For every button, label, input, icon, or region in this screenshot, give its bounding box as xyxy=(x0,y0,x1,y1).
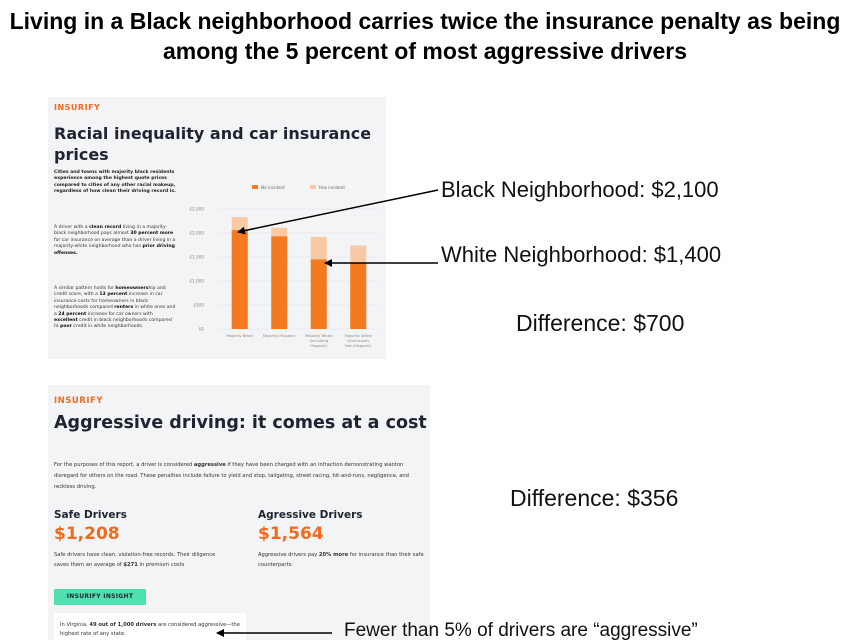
bar-chart-svg: $0 $500 $1,000 $1,500 $2,000 $2,500 No inciden… xyxy=(189,185,378,348)
panel1-paragraph-3: A similar pattern holds for homeownershi… xyxy=(54,286,176,330)
panel2-intro: For the purposes of this report, a drive… xyxy=(54,462,409,490)
safe-drivers-block: Safe Drivers $1,208 Safe drivers have cl… xyxy=(54,509,224,570)
insurify-insight-badge: INSURIFY INSIGHT xyxy=(54,589,146,605)
x-tick-label: (Exclusively xyxy=(347,338,370,343)
aggressive-drivers-amount: $1,564 xyxy=(258,524,324,544)
difference-356-annotation: Difference: $356 xyxy=(510,485,679,511)
aggressive-drivers-block: Agressive Drivers $1,564 Aggressive driv… xyxy=(258,509,428,570)
insurify-logo: INSURIFY xyxy=(54,396,103,406)
bar-no-incident xyxy=(310,259,327,329)
bar-no-incident xyxy=(271,236,288,329)
aggressive-driving-panel: INSURIFY Aggressive driving: it comes at… xyxy=(48,385,430,640)
black-arrow xyxy=(237,189,439,235)
insight-card: In Virginia, 49 out of 1,000 drivers are… xyxy=(54,613,246,640)
aggressive-drivers-label: Agressive Drivers xyxy=(258,509,363,521)
legend-swatch xyxy=(310,185,316,189)
y-tick-label: $0 xyxy=(199,327,205,332)
x-tick-label: Non-Hispanic) xyxy=(345,343,372,348)
safe-drivers-amount: $1,208 xyxy=(54,524,120,544)
white-neighborhood-annotation: White Neighborhood: $1,400 xyxy=(441,242,722,267)
x-tick-label: Majority White xyxy=(305,333,333,338)
safe-drivers-desc: Safe drivers have clean, violation-free … xyxy=(54,552,216,568)
panel1-paragraph-2: A driver with a clean record living in a… xyxy=(54,225,176,256)
legend-label: Has incident xyxy=(319,185,345,190)
panel2-title: Aggressive driving: it comes at a cost xyxy=(54,413,427,433)
aggressive-share-annotation: Fewer than 5% of drivers are “aggressive… xyxy=(344,620,698,640)
x-tick-label: Majority Black xyxy=(226,333,254,338)
x-tick-label: Majority White xyxy=(344,333,372,338)
x-tick-label: (Including xyxy=(309,338,328,343)
black-neighborhood-annotation: Black Neighborhood: $2,100 xyxy=(441,177,719,202)
panel1-title: Racial inequality and car insurance pric… xyxy=(54,124,372,164)
panel1-paragraph-1: Cities and towns with majority black res… xyxy=(54,170,176,195)
quote-price-chart: $0 $500 $1,000 $1,500 $2,000 $2,500 No inciden… xyxy=(178,177,383,357)
y-tick-label: $500 xyxy=(193,303,204,308)
y-tick-label: $2,500 xyxy=(189,207,204,212)
bar-no-incident xyxy=(231,230,248,329)
racial-inequality-panel: INSURIFY Racial inequality and car insur… xyxy=(48,97,386,359)
bar-no-incident xyxy=(350,263,367,329)
y-tick-label: $1,000 xyxy=(189,279,204,284)
insight-text: In Virginia, 49 out of 1,000 drivers are… xyxy=(60,622,240,637)
y-tick-label: $2,000 xyxy=(189,231,204,236)
legend-swatch xyxy=(252,185,258,189)
aggressive-drivers-desc: Aggressive drivers pay 20% more for insu… xyxy=(258,552,424,568)
insurify-logo: INSURIFY xyxy=(54,103,101,112)
difference-700-annotation: Difference: $700 xyxy=(516,310,685,336)
headline: Living in a Black neighborhood carries t… xyxy=(9,8,841,64)
y-tick-label: $1,500 xyxy=(189,255,204,260)
x-tick-label: Hispanic) xyxy=(310,343,328,348)
safe-drivers-label: Safe Drivers xyxy=(54,509,127,521)
legend-label: No incident xyxy=(261,185,285,190)
x-tick-label: Majority Hispanic xyxy=(263,333,296,338)
